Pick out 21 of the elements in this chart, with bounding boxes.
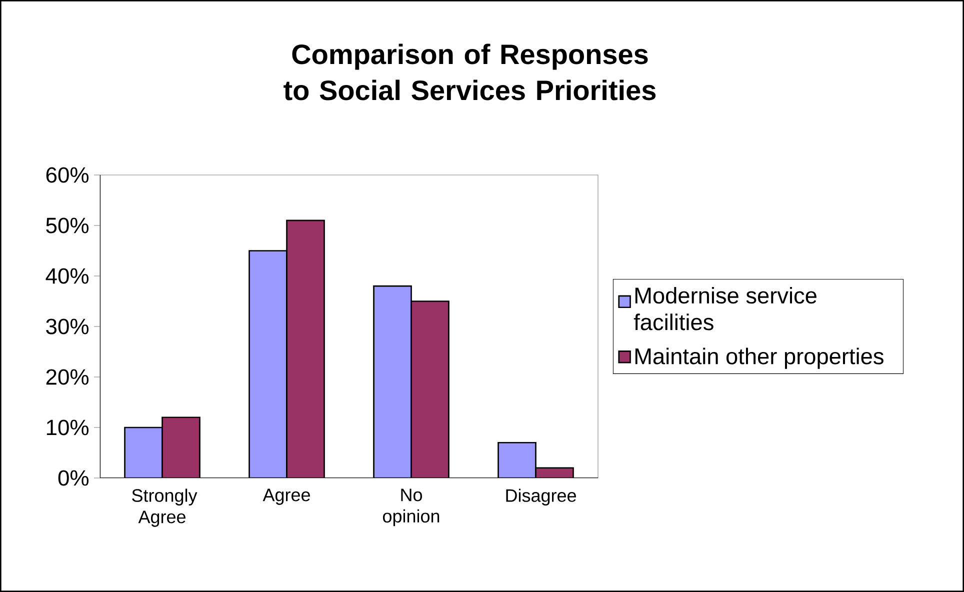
chart-title: Comparison of Responses to Social Services Priorities (284, 44, 656, 100)
x-tick-label: Strongly Agree (132, 488, 198, 527)
y-tick-label: 30% (46, 318, 89, 334)
y-tick-label: 0% (58, 470, 89, 486)
legend-label: Modernise service facilities (634, 286, 816, 330)
bar (410, 300, 450, 478)
legend-label: Maintain other properties (635, 348, 884, 369)
y-tick-label: 50% (46, 218, 89, 234)
bar (162, 416, 200, 478)
bar (286, 220, 325, 478)
y-tick-label: 10% (46, 420, 89, 436)
x-tick-label: No opinion (382, 488, 440, 526)
bar (498, 442, 536, 478)
x-tick-label: Agree (262, 488, 310, 505)
y-tick-label: 40% (46, 268, 89, 284)
bar (124, 426, 163, 478)
bar (248, 250, 288, 478)
bar (373, 285, 412, 478)
y-tick-label: 60% (46, 167, 89, 183)
y-tick-label: 20% (46, 369, 89, 385)
x-tick-label: Disagree (506, 488, 576, 506)
